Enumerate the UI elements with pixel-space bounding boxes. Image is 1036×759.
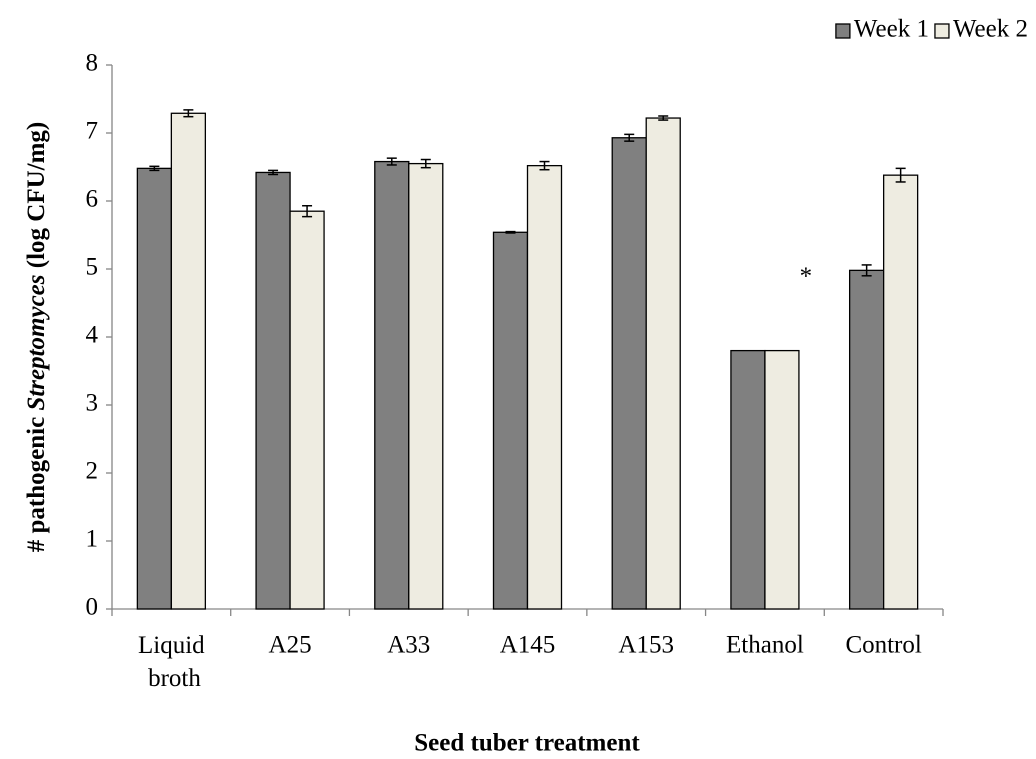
- annotation: *: [800, 263, 813, 290]
- y-tick-label: 3: [86, 390, 99, 417]
- x-tick-label: Liquid broth: [138, 632, 205, 692]
- bar: [255, 171, 291, 610]
- bar: [408, 162, 444, 610]
- error-bar: [268, 169, 279, 176]
- x-tick-label: A145: [500, 632, 556, 659]
- bar: [611, 137, 647, 610]
- x-tick-label: Control: [845, 632, 921, 659]
- error-bar: [302, 205, 313, 218]
- error-bar: [861, 264, 872, 277]
- y-tick-label: 8: [86, 50, 99, 77]
- x-tick-label: A33: [387, 632, 430, 659]
- y-tick-label: 5: [86, 254, 99, 281]
- x-tick-label: A25: [269, 632, 312, 659]
- error-bar: [505, 230, 516, 234]
- error-bar: [658, 115, 669, 121]
- y-tick-label: 7: [86, 118, 99, 145]
- y-axis-title-part: # pathogenic: [23, 411, 50, 553]
- bar: [170, 112, 207, 610]
- y-tick-label: 0: [86, 594, 99, 621]
- y-axis-title-part: (log CFU/mg): [23, 122, 50, 275]
- bar: [136, 167, 173, 610]
- bar: [374, 160, 410, 610]
- x-tick-label-line: Liquid: [138, 632, 205, 659]
- y-axis-title-part: Streptomyces: [23, 274, 50, 410]
- bar: [645, 117, 681, 610]
- x-tick-label: Ethanol: [726, 632, 804, 659]
- bar: [848, 269, 885, 610]
- legend-swatch: [835, 23, 851, 39]
- error-bar: [895, 167, 906, 183]
- bar: [764, 349, 800, 610]
- y-axis-title: # pathogenic Streptomyces (log CFU/mg): [23, 122, 50, 553]
- bar: [289, 210, 325, 610]
- legend-label: Week 1: [854, 16, 929, 43]
- legend-swatch: [934, 23, 950, 39]
- x-axis-title: Seed tuber treatment: [414, 730, 640, 757]
- y-tick-label: 1: [86, 526, 99, 553]
- y-tick-label: 4: [86, 322, 99, 349]
- y-tick-label: 6: [86, 186, 99, 213]
- legend-label: Week 2: [953, 16, 1028, 43]
- bar: [730, 349, 766, 610]
- error-bar: [386, 157, 397, 166]
- bar: [526, 164, 563, 610]
- error-bar: [539, 160, 550, 171]
- bar: [882, 174, 919, 610]
- bar: [492, 231, 529, 610]
- error-bar: [183, 109, 194, 118]
- y-tick-label: 2: [86, 458, 99, 485]
- x-tick-label: A153: [618, 632, 674, 659]
- error-bar: [420, 158, 431, 169]
- x-tick-label-line: broth: [142, 665, 202, 692]
- error-bar: [624, 133, 635, 142]
- error-bar: [149, 165, 160, 172]
